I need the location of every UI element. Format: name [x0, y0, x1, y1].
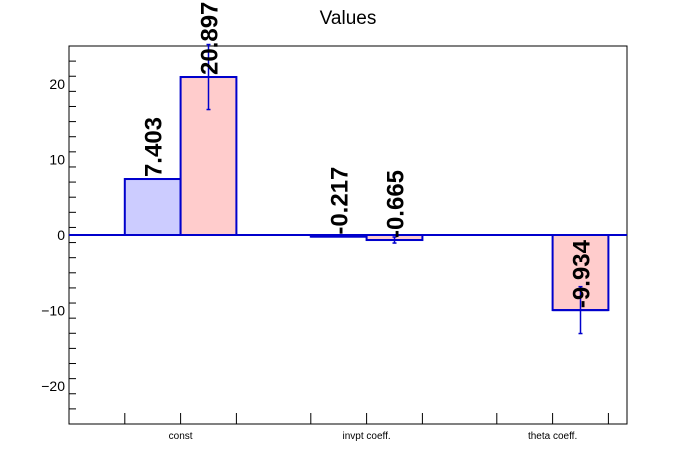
error-bars — [124, 43, 609, 335]
data-label: 20.897 — [197, 2, 224, 75]
data-labels: 7.403 -0.217 20.897 -0.665 -9.934 — [141, 2, 596, 308]
axes: −20 −10 0 10 20 const invpt coeff. theta coeff. — [41, 45, 628, 442]
y-tick-label: −10 — [41, 303, 65, 319]
data-label: -9.934 — [569, 239, 596, 308]
x-category-label: const — [169, 431, 193, 442]
data-label: -0.217 — [327, 167, 354, 235]
y-tick-label: −20 — [41, 378, 65, 394]
bar — [123, 178, 182, 237]
x-category-label: theta coeff. — [528, 431, 577, 442]
x-category-label: invpt coeff. — [343, 431, 391, 442]
data-label: 7.403 — [141, 117, 168, 177]
bars — [123, 76, 610, 312]
chart-title: Values — [320, 8, 377, 29]
y-tick-label: 0 — [57, 227, 65, 243]
y-tick-label: 20 — [49, 76, 65, 92]
y-tick-label: 10 — [49, 151, 65, 167]
data-label: -0.665 — [383, 170, 410, 238]
